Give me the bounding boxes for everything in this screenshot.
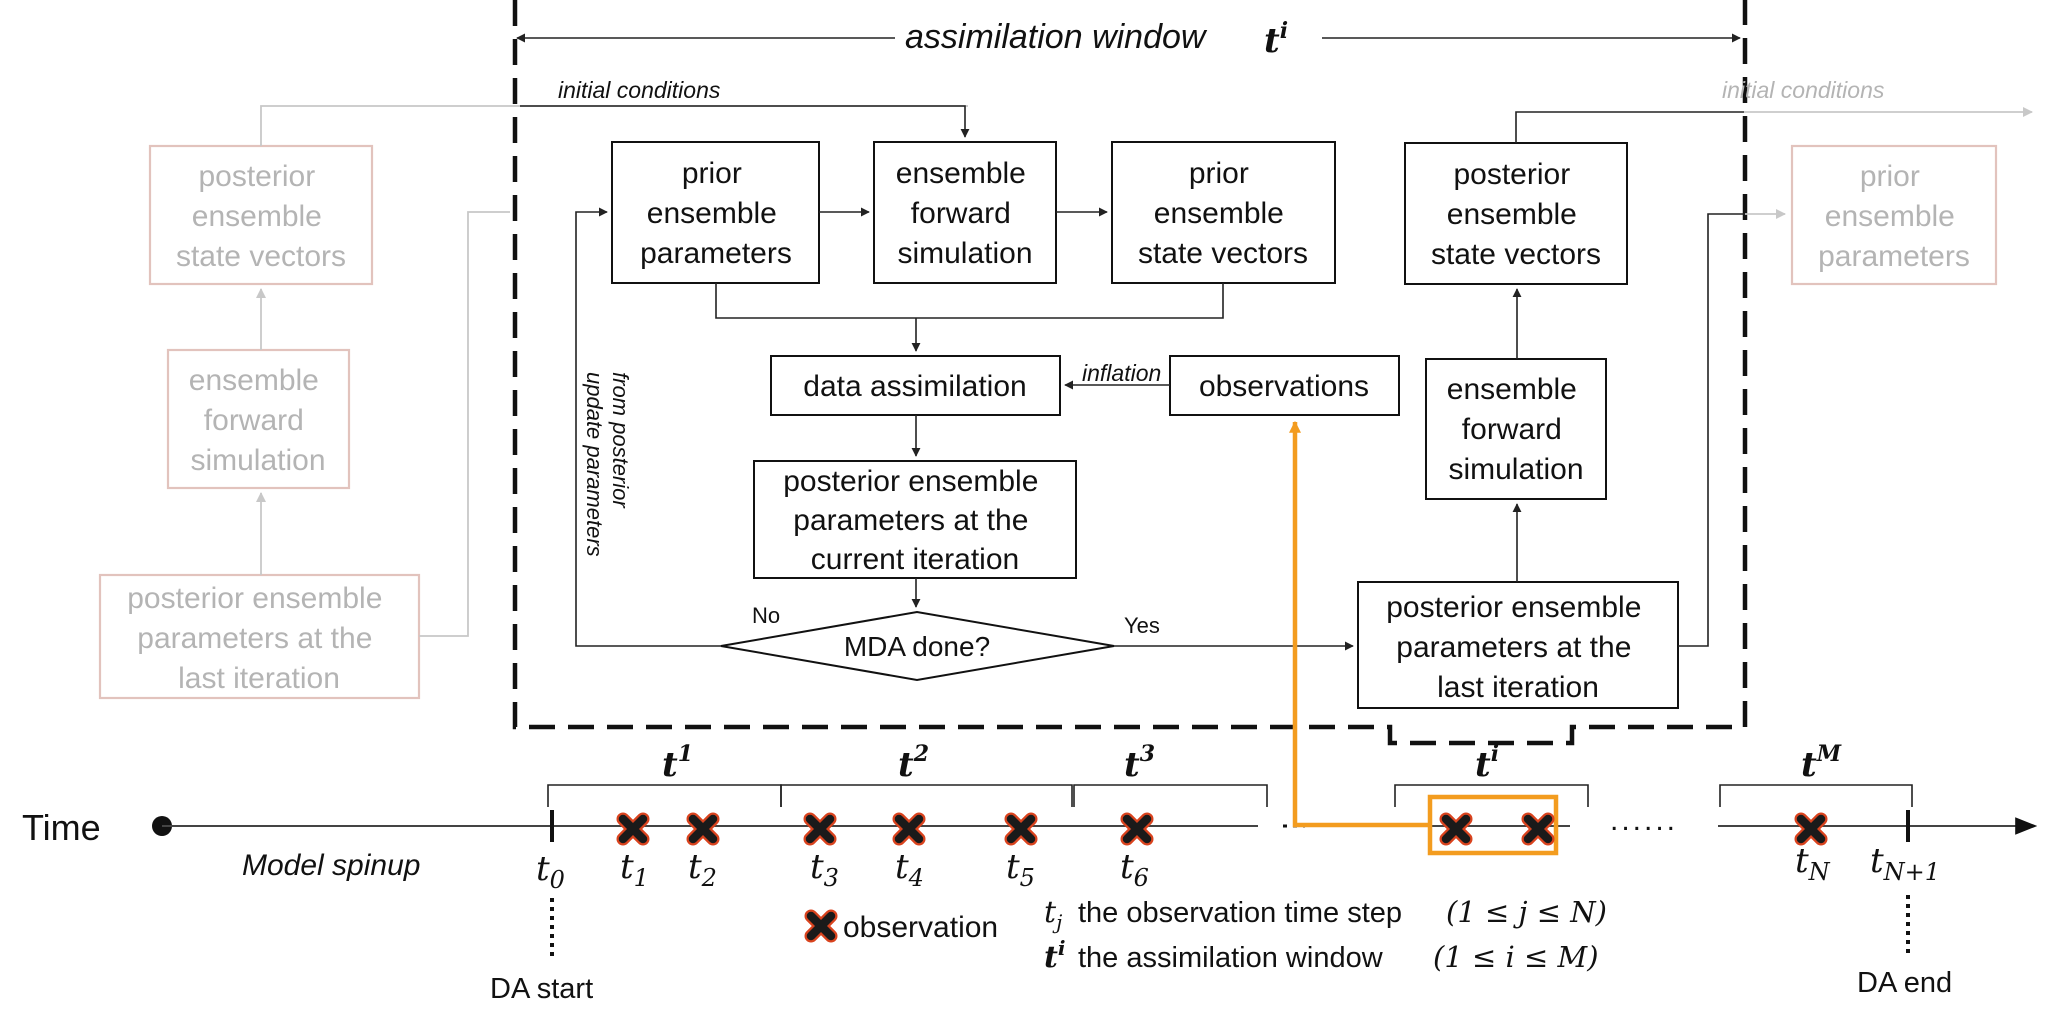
bracket-t1 <box>547 784 782 807</box>
da-start-label: DA start <box>490 973 593 1005</box>
obs-marker <box>810 819 830 839</box>
bracket-t3 <box>1073 784 1268 807</box>
tick-label-t1: t1 <box>620 847 649 892</box>
posterior-state-label: posterior ensemble state vectors <box>1431 158 1601 271</box>
observations-box <box>1169 355 1400 416</box>
legend-ti-text: the assimilation window <box>1078 942 1384 974</box>
bracket-tM <box>1719 784 1913 807</box>
obs-marker <box>899 819 919 839</box>
legend-observation-label: observation <box>843 911 998 944</box>
model-spinup-label: Model spinup <box>242 849 420 882</box>
faded-posterior-last-box <box>98 573 421 700</box>
obs-marker <box>1011 819 1031 839</box>
window-label-i: ti <box>1475 741 1499 785</box>
mda-decision-label: MDA done? <box>844 631 990 662</box>
obs-marker <box>623 819 643 839</box>
faded-forward-sim-label: ensemble forward simulation <box>189 364 327 477</box>
bracket-t2 <box>780 784 1073 807</box>
forward-sim-right-box <box>1425 358 1607 500</box>
obs-marker <box>1446 819 1466 839</box>
right-initial-conditions-line <box>1515 111 1744 143</box>
bracket-ti <box>1394 784 1589 807</box>
initial-conditions-label: initial conditions <box>558 77 721 103</box>
prior-params-box <box>611 141 820 284</box>
legend-tj-symbol: tj <box>1044 895 1062 934</box>
tick-label-t0: t0 <box>536 849 565 894</box>
faded-initial-conditions-label: initial conditions <box>1722 77 1885 103</box>
faded-posterior-state-box <box>148 144 374 286</box>
timeline-ellipsis: ...... <box>1610 804 1678 837</box>
observations-label: observations <box>1199 370 1369 403</box>
tick-label-t2: t2 <box>688 847 717 892</box>
time-label: Time <box>22 807 101 848</box>
posterior-current-box <box>753 460 1077 579</box>
faded-posterior-state-label: posterior ensemble state vectors <box>176 160 346 273</box>
da-end-label: DA end <box>1857 967 1952 999</box>
legend-ti-range: (1 ≤ i ≤ M) <box>1433 940 1599 974</box>
prior-state-label: prior ensemble state vectors <box>1138 157 1308 270</box>
posterior-last-right-box <box>1357 581 1679 709</box>
window-label-3: t3 <box>1124 741 1155 785</box>
no-label: No <box>752 603 780 628</box>
faded-prior-params-label: prior ensemble parameters <box>1818 160 1970 273</box>
tick-label-t4: t4 <box>895 847 924 892</box>
legend-obs-marker <box>811 916 831 936</box>
legend-tj-range: (1 ≤ j ≤ N) <box>1446 895 1607 929</box>
tick-label-t3: t3 <box>810 847 839 892</box>
right-param-line <box>1678 213 1745 647</box>
tick-label-t6: t6 <box>1120 847 1149 892</box>
window-title: assimilation window <box>905 18 1208 56</box>
obs-marker <box>1127 819 1147 839</box>
data-assimilation-box <box>770 355 1061 416</box>
yes-label: Yes <box>1124 613 1160 638</box>
window-label-M: tM <box>1801 741 1842 785</box>
faded-forward-sim-box <box>166 348 351 490</box>
arrow-no-loop <box>575 207 721 647</box>
forward-sim-box <box>873 141 1057 284</box>
forward-sim-right-label: ensemble forward simulation <box>1447 373 1585 486</box>
window-label-2: t2 <box>898 741 929 785</box>
data-assimilation-label: data assimilation <box>803 370 1026 403</box>
highlight-arrow-to-observations <box>1289 420 1430 828</box>
window-label-1: t1 <box>662 741 693 785</box>
legend-tj-text: the observation time step <box>1078 897 1402 929</box>
forward-sim-label: ensemble forward simulation <box>896 157 1034 270</box>
faded-param-line-left <box>419 211 510 637</box>
obs-marker <box>693 819 713 839</box>
inflation-label: inflation <box>1082 360 1161 386</box>
tick-label-t5: t5 <box>1006 847 1035 892</box>
tick-label-tN: tN <box>1795 841 1831 886</box>
legend-ti-symbol: ti <box>1044 936 1065 975</box>
tick-label-tN1: tN+1 <box>1870 841 1940 886</box>
obs-marker <box>1801 819 1821 839</box>
obs-marker <box>1528 819 1548 839</box>
posterior-last-right-label: posterior ensemble parameters at the las… <box>1386 591 1649 704</box>
faded-initial-conditions-line <box>260 105 968 146</box>
faded-posterior-last-label: posterior ensemble parameters at the las… <box>127 582 390 695</box>
merge-line <box>715 283 1224 319</box>
posterior-current-label: posterior ensemble parameters at the cur… <box>783 465 1046 576</box>
assimilation-window-frame <box>512 0 1748 746</box>
update-parameters-label: update parameters from posterior <box>582 372 633 563</box>
prior-params-label: prior ensemble parameters <box>640 157 792 270</box>
faded-prior-params-box <box>1790 144 1998 286</box>
window-title-symbol: ti <box>1264 18 1288 61</box>
arrow-initial-conditions <box>520 105 970 138</box>
prior-state-box <box>1111 141 1336 284</box>
